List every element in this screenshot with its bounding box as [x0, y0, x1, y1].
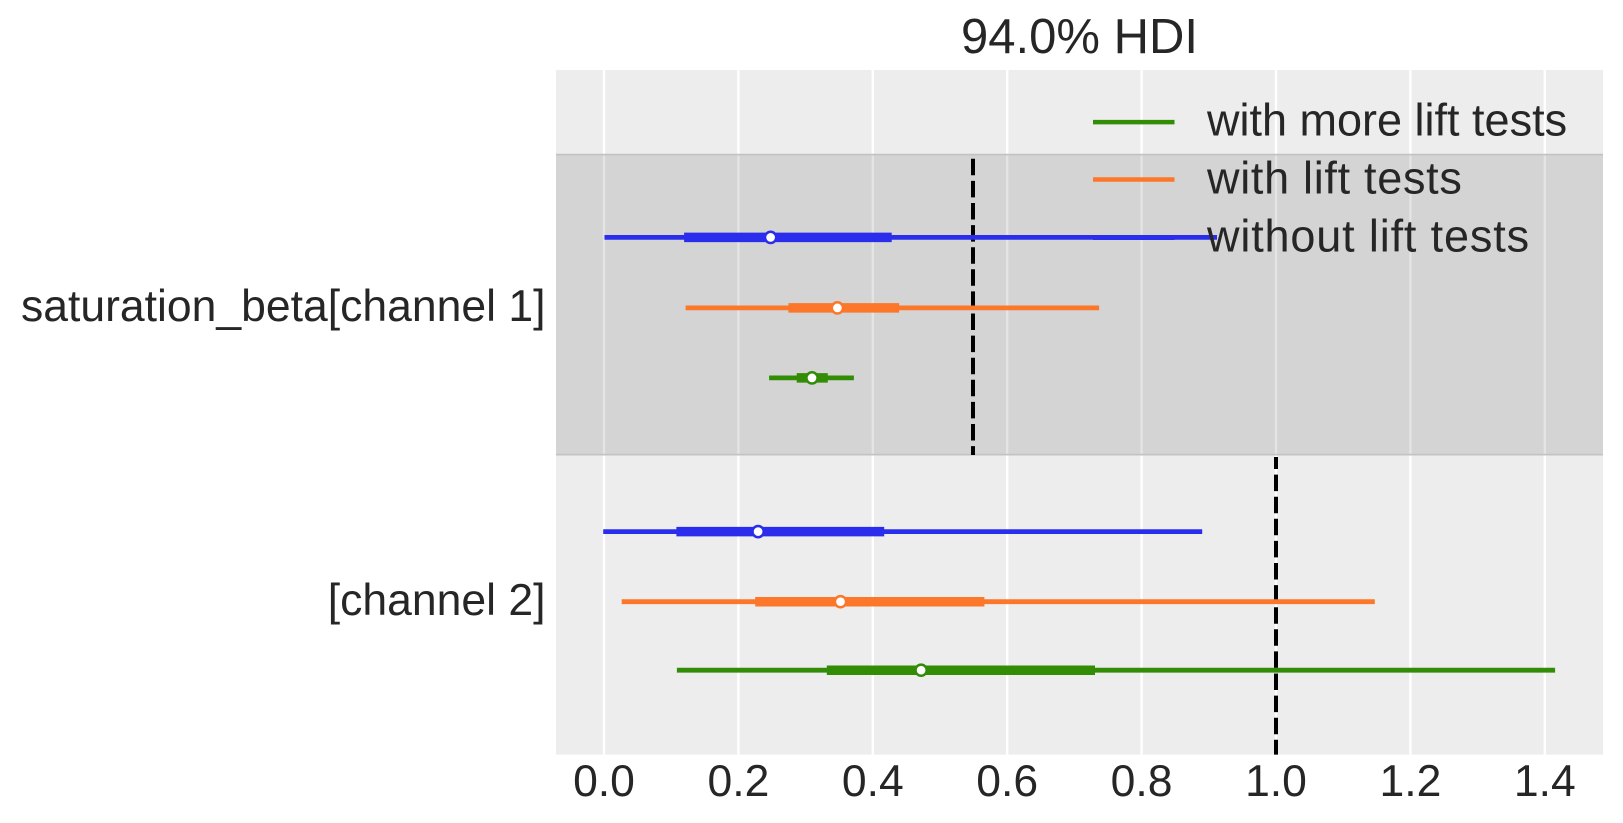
svg-text:with more lift tests: with more lift tests	[1206, 95, 1567, 146]
svg-text:0.2: 0.2	[707, 757, 769, 806]
svg-text:with lift tests: with lift tests	[1206, 152, 1463, 203]
svg-text:0.8: 0.8	[1111, 757, 1173, 806]
svg-text:without lift tests: without lift tests	[1206, 211, 1530, 262]
svg-text:94.0% HDI: 94.0% HDI	[961, 10, 1198, 64]
svg-text:1.4: 1.4	[1514, 757, 1576, 806]
svg-text:0.6: 0.6	[976, 757, 1038, 806]
svg-text:0.0: 0.0	[573, 757, 635, 806]
svg-text:saturation_beta[channel 1]: saturation_beta[channel 1]	[21, 282, 546, 331]
svg-text:1.0: 1.0	[1245, 757, 1307, 806]
svg-text:0.4: 0.4	[842, 757, 904, 806]
svg-text:1.2: 1.2	[1379, 757, 1441, 806]
svg-text:[channel 2]: [channel 2]	[328, 576, 546, 625]
